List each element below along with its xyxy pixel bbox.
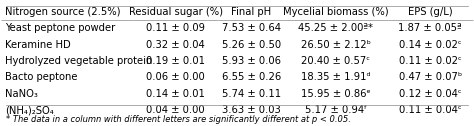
Text: * The data in a column with different letters are significantly different at p <: * The data in a column with different le… bbox=[6, 115, 351, 123]
